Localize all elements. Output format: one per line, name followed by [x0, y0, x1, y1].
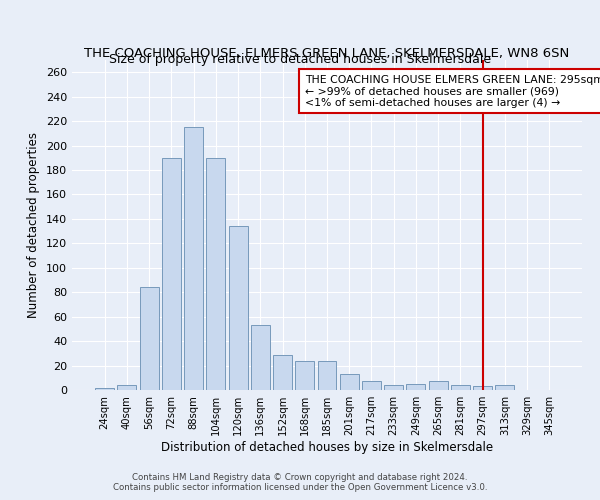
Bar [162, 158, 181, 390]
Title: THE COACHING HOUSE, ELMERS GREEN LANE, SKELMERSDALE, WN8 6SN: THE COACHING HOUSE, ELMERS GREEN LANE, S… [85, 47, 569, 60]
Bar [295, 360, 314, 390]
Bar [140, 288, 158, 390]
Y-axis label: Number of detached properties: Number of detached properties [28, 132, 40, 318]
X-axis label: Distribution of detached houses by size in Skelmersdale: Distribution of detached houses by size … [161, 441, 493, 454]
Bar [496, 385, 514, 390]
Text: Contains HM Land Registry data © Crown copyright and database right 2024.
Contai: Contains HM Land Registry data © Crown c… [113, 473, 487, 492]
Bar [340, 374, 359, 390]
Bar [251, 325, 270, 390]
Bar [273, 354, 292, 390]
Bar [384, 385, 403, 390]
Text: Size of property relative to detached houses in Skelmersdale: Size of property relative to detached ho… [109, 52, 491, 66]
Bar [229, 226, 248, 390]
Bar [118, 385, 136, 390]
Bar [95, 388, 114, 390]
Bar [184, 127, 203, 390]
Bar [451, 385, 470, 390]
Bar [473, 386, 492, 390]
Bar [206, 158, 225, 390]
Text: THE COACHING HOUSE ELMERS GREEN LANE: 295sqm
← >99% of detached houses are small: THE COACHING HOUSE ELMERS GREEN LANE: 29… [305, 74, 600, 108]
Bar [406, 384, 425, 390]
Bar [429, 382, 448, 390]
Bar [317, 360, 337, 390]
Bar [362, 382, 381, 390]
